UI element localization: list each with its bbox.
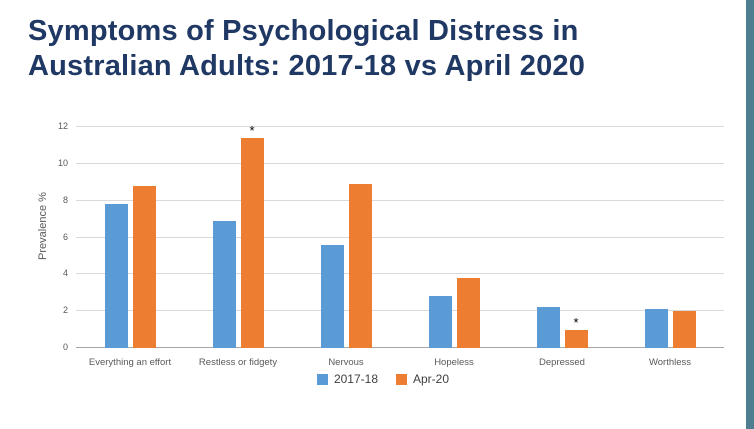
bar-2017-18 [212,220,236,348]
y-tick-label: 10 [57,157,68,168]
legend-label: 2017-18 [333,372,378,386]
bar-groups: * * [76,123,724,348]
significance-asterisk: * [249,123,255,139]
category-label: Everything an effort [88,357,172,368]
bar-2017-18 [320,244,344,348]
bar-2017-18 [536,307,560,348]
page-title: Symptoms of Psychological Distress in Au… [28,15,586,82]
category-label: Restless or fidgety [198,357,278,368]
y-tick-label: 4 [62,268,68,279]
bar-Apr-20: * [240,123,264,348]
legend-item: Apr-20 [396,372,449,386]
category-labels: Everything an effort Restless or fidgety N… [76,357,724,368]
gridline [76,162,724,164]
gridline [76,273,724,275]
bar-chart: Prevalence % 0 2 4 6 8 10 12 * * Everything an … [30,112,736,394]
significance-asterisk: * [573,314,579,330]
right-edge-strip [746,0,754,429]
gridline [76,126,724,127]
y-tick-label: 2 [62,305,68,316]
category-label: Depressed [539,357,585,368]
legend-label: Apr-20 [413,372,450,386]
plot-area: * * [76,123,724,348]
bar-Apr-20 [348,184,372,348]
bar-2017-18 [428,296,452,348]
y-axis-ticks: 0 2 4 6 8 10 12 [46,121,68,352]
category-label: Hopeless [434,357,474,368]
legend-item: 2017-18 [316,372,378,386]
bar-Apr-20 [672,311,696,348]
gridline [76,236,724,238]
gridline [76,199,724,201]
bar-group [400,127,508,348]
gridline [76,310,724,312]
category-label: Worthless [648,357,692,368]
bar-Apr-20 [456,278,480,348]
y-tick-label: 6 [62,231,68,242]
bar-Apr-20 [132,185,156,348]
y-tick-label: 0 [62,342,68,352]
chart-legend: 2017-18 Apr-20 [30,372,736,386]
bar-Apr-20: * [564,315,588,348]
bar-group [292,127,400,348]
bar-group: * [184,123,292,348]
bar-group: * [508,127,616,348]
bar-2017-18 [104,204,128,348]
y-tick-label: 12 [57,121,68,131]
legend-swatch [316,373,328,385]
y-tick-label: 8 [62,194,68,205]
category-label: Nervous [328,357,364,368]
gridline [76,347,724,348]
bar-group [76,127,184,348]
legend-swatch [396,373,407,385]
bar-group [616,127,724,348]
bar-2017-18 [644,309,668,348]
